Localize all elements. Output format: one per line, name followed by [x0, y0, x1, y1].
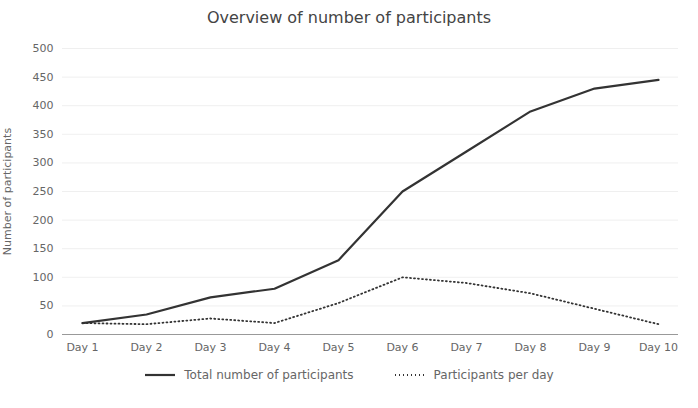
svg-text:Number of participants: Number of participants — [1, 128, 14, 256]
svg-text:Day 5: Day 5 — [322, 341, 354, 354]
html-text:Participants per day: Participants per day — [433, 368, 554, 382]
svg-text:Day 3: Day 3 — [194, 341, 226, 354]
svg-text:50: 50 — [40, 299, 54, 312]
svg-text:300: 300 — [33, 156, 54, 169]
svg-text:Day 10: Day 10 — [639, 341, 678, 354]
svg-text:Day 6: Day 6 — [386, 341, 418, 354]
html-text:Overview of number of particip: Overview of number of participants — [206, 8, 492, 27]
svg-text:200: 200 — [33, 214, 54, 227]
svg-text:Day 4: Day 4 — [258, 341, 290, 354]
svg-text:Day 1: Day 1 — [66, 341, 98, 354]
svg-text:0: 0 — [47, 328, 54, 341]
svg-text:400: 400 — [33, 99, 54, 112]
svg-text:450: 450 — [33, 71, 54, 84]
svg-text:Day 2: Day 2 — [130, 341, 162, 354]
svg-text:Day 7: Day 7 — [450, 341, 482, 354]
svg-text:Day 9: Day 9 — [578, 341, 610, 354]
svg-text:350: 350 — [33, 128, 54, 141]
html-text:Total number of participants: Total number of participants — [184, 368, 354, 382]
svg-text:Day 8: Day 8 — [514, 341, 546, 354]
svg-text:100: 100 — [33, 271, 54, 284]
svg-text:150: 150 — [33, 242, 54, 255]
svg-text:250: 250 — [33, 185, 54, 198]
svg-text:500: 500 — [33, 42, 54, 55]
